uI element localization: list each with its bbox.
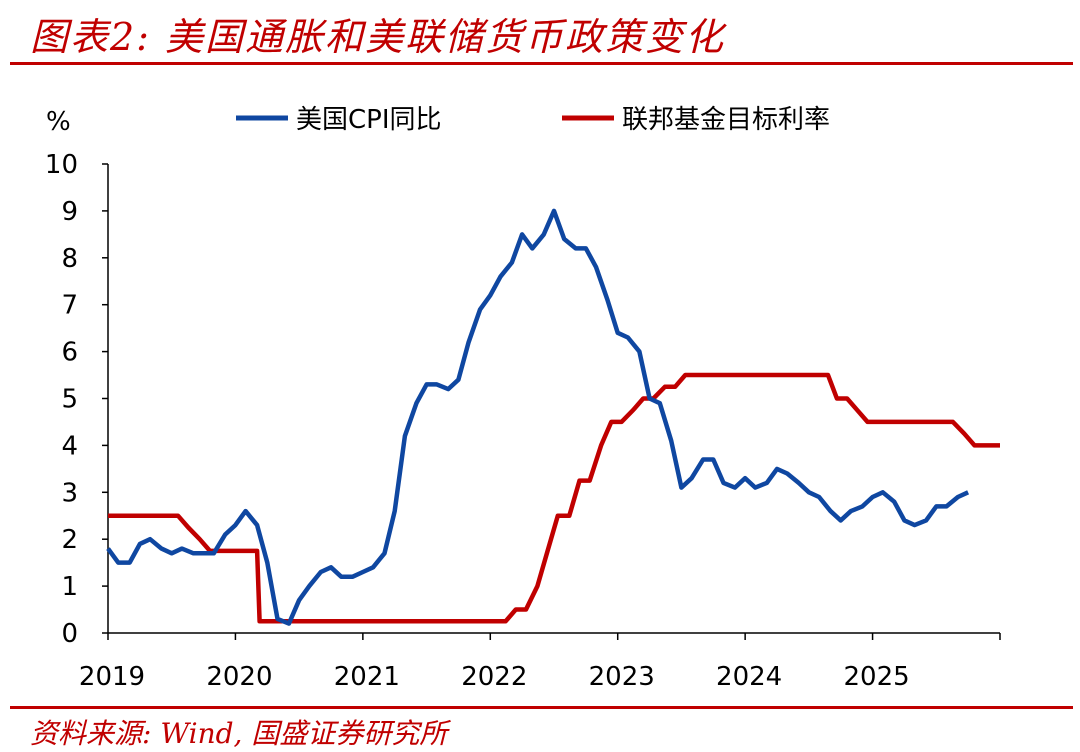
y-tick-label: 3 [61,478,78,508]
y-tick-label: 6 [61,338,78,368]
source-note: 资料来源: Wind, 国盛证券研究所 [30,717,448,750]
y-tick-label: 5 [61,385,78,415]
y-tick-label: 2 [61,525,78,555]
x-tick-label: 2024 [716,662,782,692]
legend: 美国CPI同比 联邦基金目标利率 [236,105,830,135]
y-tick-label: 7 [61,291,78,321]
x-tick-label: 2020 [206,662,272,692]
x-axis: 2019 2020 2021 2022 2023 2024 2025 [79,632,1001,692]
chart-title: 图表2: 美国通胀和美联储货币政策变化 [30,15,726,59]
y-tick-label: 8 [61,244,78,274]
y-tick-label: 9 [61,197,78,227]
x-tick-label: 2025 [843,662,909,692]
y-tick-label: 0 [61,619,78,649]
x-tick-label: 2019 [79,662,145,692]
y-axis-unit-label: % [46,107,71,137]
x-tick-label: 2023 [589,662,655,692]
x-tick-label: 2021 [334,662,400,692]
y-tick-label: 1 [61,572,78,602]
x-tick-label: 2022 [461,662,527,692]
series-layer [106,208,1000,626]
y-axis: 0 1 2 3 4 5 6 7 8 9 10 [45,150,109,649]
footer-divider [10,706,1073,709]
y-tick-label: 4 [61,431,78,461]
line-chart: 美国CPI同比 联邦基金目标利率 % 0 1 2 3 4 5 6 7 8 9 10 2019 2020… [45,105,1001,692]
legend-label-fed: 联邦基金目标利率 [622,105,830,135]
y-tick-label: 10 [45,150,78,180]
series-line-fed-funds-rate [108,372,1000,624]
title-divider [10,62,1073,65]
legend-label-cpi: 美国CPI同比 [296,105,442,135]
series-line-us-cpi-yoy [106,208,970,626]
